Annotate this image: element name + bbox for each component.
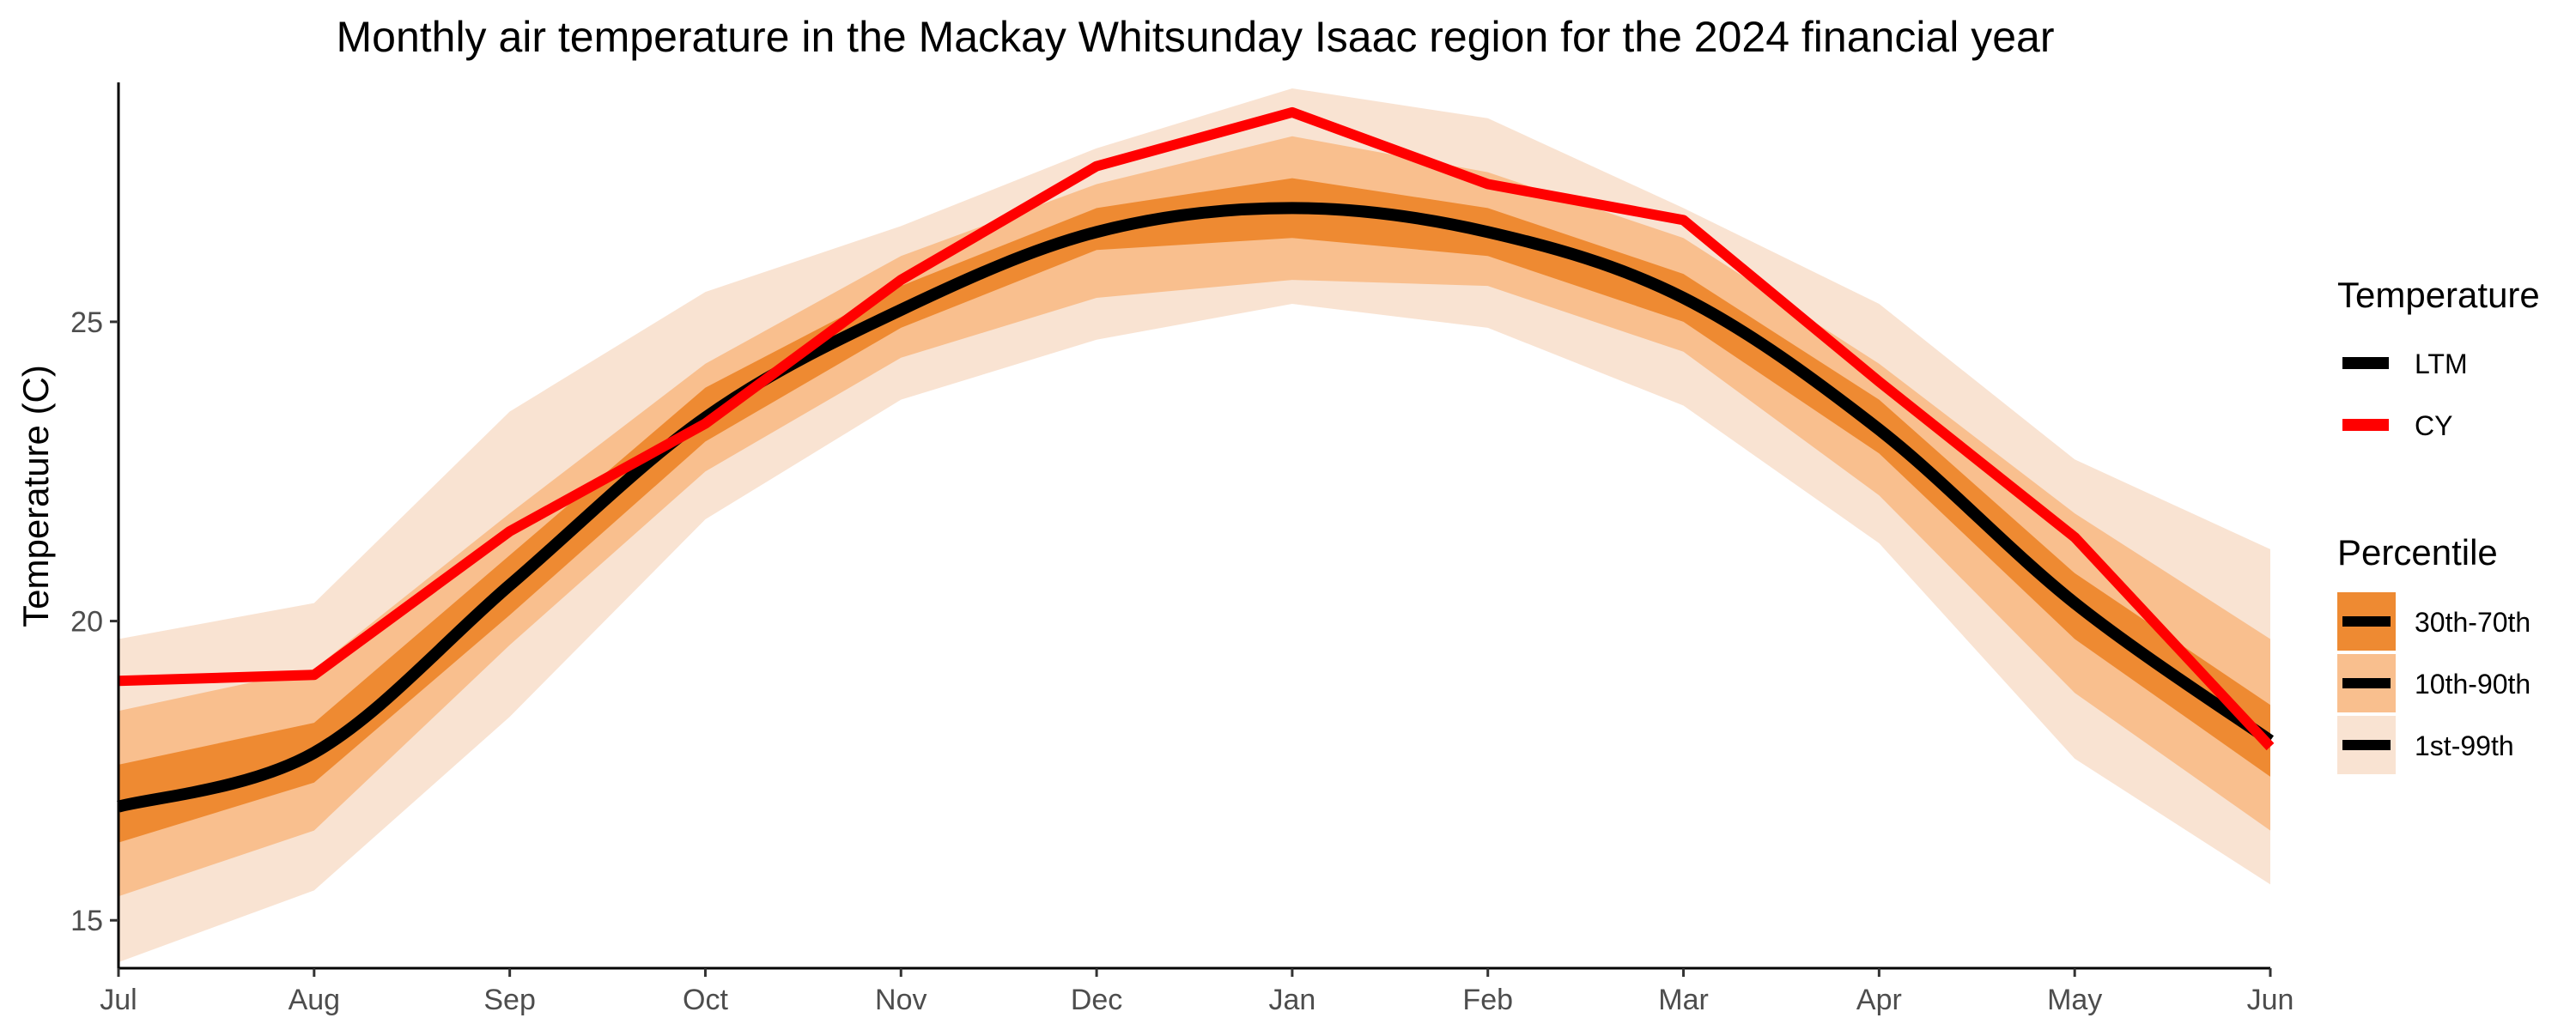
- legend-label-ltm: LTM: [2415, 348, 2468, 379]
- x-tick-label-may: May: [2047, 984, 2102, 1016]
- series-line-ltm: [117, 202, 2275, 813]
- y-tick-label-15: 15: [70, 905, 103, 937]
- y-tick-label-20: 20: [70, 606, 103, 639]
- series-line-cy: [118, 106, 2275, 751]
- x-tick-label-dec: Dec: [1071, 984, 1122, 1016]
- x-tick-label-mar: Mar: [1658, 984, 1709, 1016]
- x-tick-label-oct: Oct: [683, 984, 728, 1016]
- x-tick-label-jun: Jun: [2247, 984, 2294, 1016]
- legend-title-percentile: Percentile: [2337, 532, 2498, 573]
- x-tick-label-jul: Jul: [100, 984, 137, 1016]
- axes: 15 20 25 Jul Aug Sep Oct Nov Dec Jan Feb Mar Apr May J…: [70, 82, 2293, 1016]
- x-tick-label-aug: Aug: [289, 984, 341, 1016]
- legend: Temperature LTM CY Percentile 30th-70th 10th-…: [2337, 275, 2540, 774]
- x-tick-label-feb: Feb: [1462, 984, 1513, 1016]
- y-axis-title: Temperature (C): [15, 365, 56, 627]
- band-30th-70th: [118, 178, 2270, 843]
- x-tick-label-jan: Jan: [1268, 984, 1315, 1016]
- x-tick-label-nov: Nov: [875, 984, 927, 1016]
- y-tick-label-25: 25: [70, 306, 103, 339]
- x-tick-label-sep: Sep: [483, 984, 536, 1016]
- legend-title-temperature: Temperature: [2337, 275, 2540, 315]
- x-tick-label-apr: Apr: [1856, 984, 1902, 1016]
- legend-label-10th-90th: 10th-90th: [2415, 669, 2530, 700]
- temperature-lines: [117, 106, 2275, 813]
- legend-label-1st-99th: 1st-99th: [2415, 730, 2514, 761]
- legend-label-30th-70th: 30th-70th: [2415, 607, 2530, 638]
- legend-label-cy: CY: [2415, 410, 2452, 441]
- chart-title: Monthly air temperature in the Mackay Wh…: [336, 13, 2054, 61]
